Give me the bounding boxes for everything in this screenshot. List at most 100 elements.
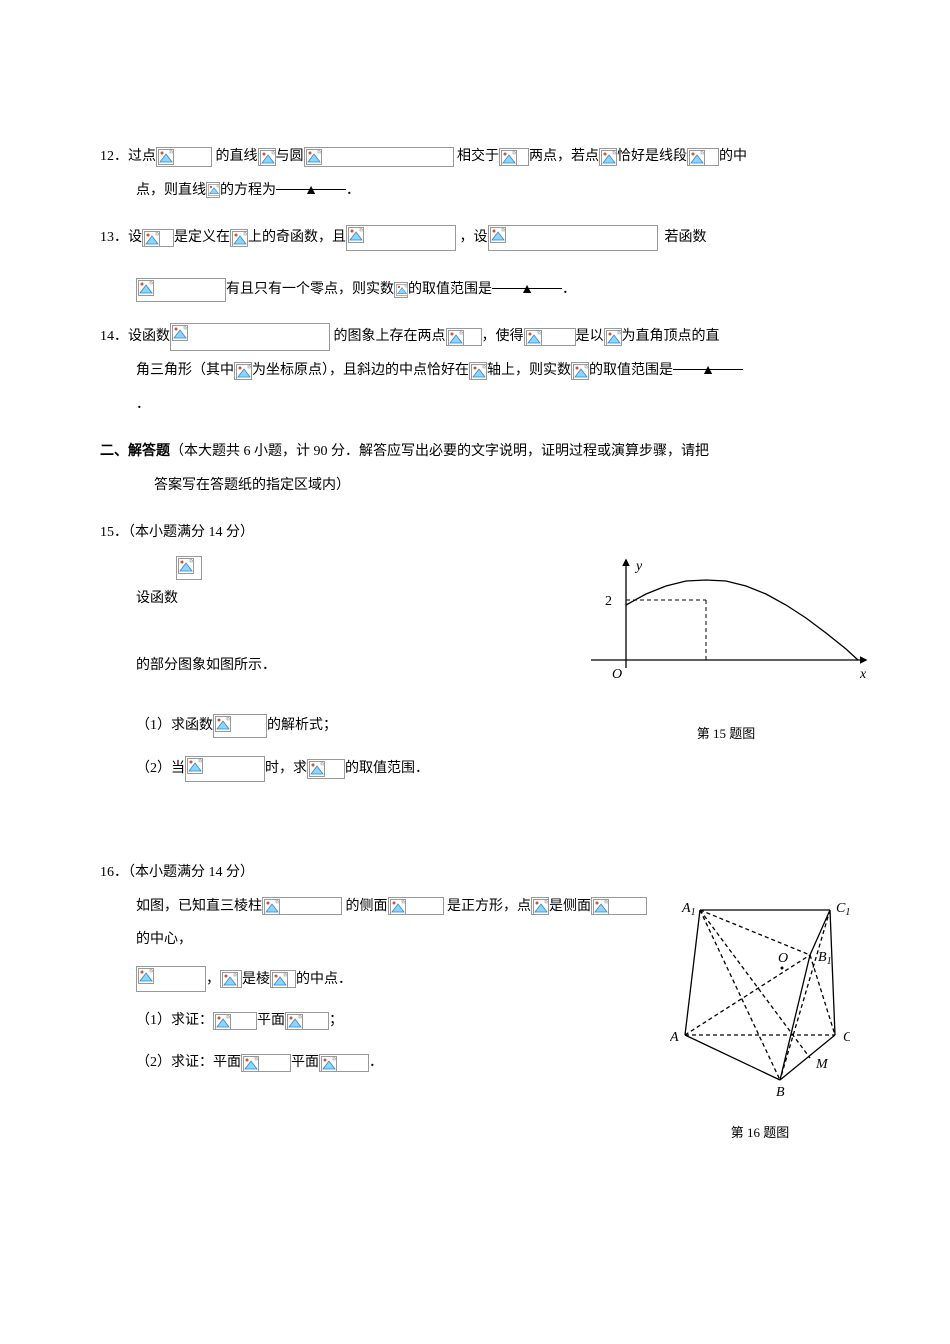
- q15-p2b: 时，求: [265, 761, 307, 776]
- q16-caption: 第 16 题图: [670, 1117, 850, 1148]
- svg-text:C: C: [843, 1030, 850, 1045]
- q12-t7: 的中: [719, 149, 747, 164]
- broken-image-icon: [142, 229, 174, 247]
- answer-blank: ▲: [492, 273, 562, 289]
- page-content: 12．过点 的直线 与圆 相交于 两点，若点 恰好是线段 的中 点，则直线: [0, 0, 950, 1242]
- q16-p1a: （1）求证：: [136, 1013, 213, 1028]
- broken-image-icon: [488, 225, 658, 251]
- q15-caption: 第 15 题图: [576, 718, 876, 749]
- q15-line1: 设函数 的部分图象如图所示．: [100, 556, 556, 683]
- q12-t1: 过点: [128, 149, 156, 164]
- broken-image-icon: [213, 714, 267, 738]
- broken-image-icon: [234, 362, 252, 380]
- q13-l2a: 有且只有一个零点，则实数: [226, 282, 394, 297]
- answer-blank: ▲: [276, 174, 346, 190]
- q13-t3: 上的奇函数，且: [248, 230, 346, 245]
- q13-t5: 若函数: [665, 230, 707, 245]
- q13-t1: 设: [128, 230, 142, 245]
- broken-image-icon: [176, 556, 202, 580]
- broken-image-icon: [687, 148, 719, 166]
- q15-num: 15．: [100, 525, 128, 540]
- q14-l2a: 角三角形（其中: [136, 363, 234, 378]
- q15-p1b: 的解析式；: [267, 718, 337, 733]
- svg-text:A: A: [670, 1030, 679, 1045]
- q15-l1b: 的部分图象如图所示．: [136, 658, 276, 673]
- q15-head: （本小题满分 14 分）: [128, 525, 254, 540]
- svg-text:C1: C1: [836, 901, 850, 918]
- broken-image-icon: [220, 970, 242, 988]
- broken-image-icon: [185, 756, 265, 782]
- q15-p1a: （1）求函数: [136, 718, 213, 733]
- q14-t3: ，使得: [482, 329, 524, 344]
- q16-line1: 如图，已知直三棱柱 的侧面 是正方形，点 是侧面 的中心，: [100, 890, 650, 957]
- svg-text:O: O: [612, 667, 622, 682]
- broken-image-icon: [270, 970, 296, 988]
- broken-image-icon: [258, 148, 276, 166]
- q16-p2b: 平面: [291, 1055, 319, 1070]
- q12-t3: 与圆: [276, 149, 304, 164]
- question-16: 16．（本小题满分 14 分） 如图，已知直三棱柱 的侧面 是正方形，点 是侧面…: [100, 856, 850, 1148]
- q16-p1b: 平面: [257, 1013, 285, 1028]
- q16-l1a: 如图，已知直三棱柱: [136, 899, 262, 914]
- svg-text:O: O: [778, 951, 788, 966]
- q16-l1b: 的侧面: [346, 899, 388, 914]
- answer-blank: ▲: [673, 354, 743, 370]
- svg-text:M: M: [815, 1057, 829, 1072]
- broken-image-icon: [346, 225, 456, 251]
- q14-t5: 为直角顶点的直: [622, 329, 720, 344]
- q13-num: 13．: [100, 230, 128, 245]
- broken-image-icon: [304, 147, 454, 167]
- q16-l2a: ，: [206, 972, 220, 987]
- svg-text:B: B: [776, 1085, 785, 1100]
- broken-image-icon: [319, 1054, 369, 1072]
- question-14: 14．设函数 的图象上存在两点 ，使得 是以 为直角顶点的直 角三角形（其中 为…: [100, 320, 850, 421]
- q12-t5: 两点，若点: [529, 149, 599, 164]
- q15-p2c: 的取值范围．: [345, 761, 429, 776]
- svg-text:2: 2: [605, 594, 612, 609]
- q16-part2: （2）求证：平面 平面 ．: [100, 1046, 650, 1080]
- q16-p1c: ；: [329, 1013, 343, 1028]
- q14-t4: 是以: [576, 329, 604, 344]
- broken-image-icon: [531, 897, 549, 915]
- q12-t6: 恰好是线段: [617, 149, 687, 164]
- q12-num: 12．: [100, 149, 128, 164]
- broken-image-icon: [285, 1012, 329, 1030]
- q16-p2c: ．: [369, 1055, 383, 1070]
- broken-image-icon: [206, 182, 220, 198]
- q12-line2: 点，则直线 的方程为▲．: [100, 174, 850, 208]
- svg-text:A1: A1: [681, 901, 696, 918]
- q16-l1d: 是侧面: [549, 899, 591, 914]
- q16-line2: ， 是棱 的中点．: [100, 963, 650, 997]
- broken-image-icon: [599, 148, 617, 166]
- question-15: 15．（本小题满分 14 分） 设函数 的部分图象如图所示． （1）求函数 的解…: [100, 516, 850, 786]
- section-line2: 答案写在答题纸的指定区域内）: [100, 469, 850, 503]
- q14-l2d: 的取值范围是: [589, 363, 673, 378]
- q14-period-line: ．: [100, 388, 850, 422]
- section-paren: （本大题共 6 小题，计 90 分．解答应写出必要的文字说明，证明过程或演算步骤…: [170, 444, 709, 459]
- q14-t1: 设函数: [128, 329, 170, 344]
- broken-image-icon: [388, 897, 444, 915]
- q16-prism-svg: A1 C1 B1 A C B O M: [670, 890, 850, 1100]
- q14-l2b: 为坐标原点），且斜边的中点恰好在: [252, 363, 469, 378]
- broken-image-icon: [394, 282, 408, 298]
- broken-image-icon: [499, 148, 529, 166]
- q16-num: 16．: [100, 865, 128, 880]
- svg-text:B1: B1: [818, 950, 832, 967]
- q12-period: ．: [346, 183, 360, 198]
- broken-image-icon: [524, 328, 576, 346]
- question-13: 13．设 是定义在 上的奇函数，且 ，设 若函数 有且只有一个零点，则实数 的取…: [100, 221, 850, 306]
- broken-image-icon: [170, 323, 330, 351]
- q16-l1c: 是正方形，点: [447, 899, 531, 914]
- svg-text:y: y: [634, 559, 643, 574]
- q12-l2b: 的方程为: [220, 183, 276, 198]
- broken-image-icon: [241, 1054, 291, 1072]
- broken-image-icon: [136, 966, 206, 992]
- q15-l1a: 设函数: [136, 591, 178, 606]
- q16-head: （本小题满分 14 分）: [128, 865, 254, 880]
- q14-t2: 的图象上存在两点: [334, 329, 446, 344]
- q16-p2a: （2）求证：平面: [136, 1055, 241, 1070]
- q14-l2c: 轴上，则实数: [487, 363, 571, 378]
- q14-num: 14．: [100, 329, 128, 344]
- broken-image-icon: [604, 328, 622, 346]
- broken-image-icon: [469, 362, 487, 380]
